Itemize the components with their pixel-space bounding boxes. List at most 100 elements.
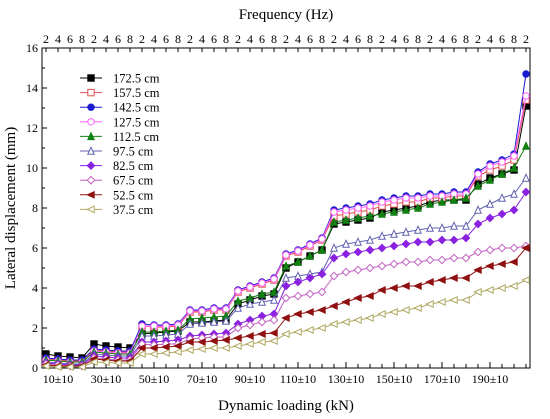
data-point [293,291,303,301]
data-point [365,263,375,273]
data-point [377,261,387,271]
data-point [497,243,507,253]
data-point [401,257,411,267]
x-tick-label: 170±10 [424,372,461,386]
top-tick-label: 6 [115,32,121,46]
data-point [282,273,290,282]
data-point [366,211,374,220]
data-point [426,199,434,208]
top-tick-label: 2 [475,32,481,46]
data-point [113,359,122,367]
x-tick-label: 190±10 [472,372,509,386]
data-point [306,251,314,260]
data-point [486,162,494,170]
y-tick-label: 8 [32,201,38,215]
top-tick-label: 8 [463,32,469,46]
data-point [509,258,518,266]
data-point [437,276,446,284]
data-point [209,344,218,352]
data-point [318,235,326,243]
y-tick-label: 14 [26,81,38,95]
data-point [389,259,399,269]
top-tick-label: 2 [283,32,289,46]
top-tick-label: 8 [367,32,373,46]
data-point [437,298,446,306]
data-point [257,330,266,338]
data-point [413,304,422,312]
data-point [378,198,386,206]
legend-label: 52.5 cm [113,188,154,202]
data-point [282,251,290,259]
data-point [281,330,290,338]
data-point [390,229,398,238]
y-tick-label: 16 [26,41,38,55]
data-point [270,295,278,304]
data-point [305,308,314,316]
y-tick-label: 12 [26,121,38,135]
data-point [282,261,290,270]
data-point [281,314,290,322]
y-axis-title-group: Lateral displacement (mm) [3,127,19,289]
data-point [414,203,422,212]
data-point [425,255,435,265]
top-tick-label: 2 [139,32,145,46]
x-tick-label: 30±10 [91,372,122,386]
data-point [438,223,446,232]
data-point [425,278,434,286]
data-point [317,306,326,314]
data-point [486,175,494,184]
data-point [341,249,351,259]
data-point [521,244,530,252]
data-point [342,239,350,248]
data-point [270,275,278,283]
data-point [281,293,291,303]
data-point [341,318,350,326]
data-point [485,262,494,270]
data-point [509,282,518,290]
data-point [317,287,327,297]
top-axis-title-group: Frequency (Hz) [239,7,334,23]
data-point [294,247,302,255]
top-tick-label: 6 [163,32,169,46]
data-point [497,284,506,292]
series-9 [41,276,530,371]
legend-label: 142.5 cm [113,101,160,115]
data-point [65,363,74,371]
data-point [462,221,470,230]
data-point [305,289,315,299]
data-point [330,208,338,216]
data-point [521,276,530,284]
legend-marker [86,175,96,185]
top-tick-label: 2 [235,32,241,46]
x-tick-label: 150±10 [376,372,413,386]
top-tick-label: 4 [439,32,445,46]
data-point [77,363,86,371]
data-point [366,202,374,210]
data-point [365,292,374,300]
data-point [378,209,386,218]
data-point [401,282,410,290]
legend-marker [86,205,95,214]
data-point [185,346,194,354]
data-point [449,296,458,304]
data-point [342,215,350,224]
data-point [137,344,146,352]
data-point [245,332,254,340]
top-tick-label: 8 [271,32,277,46]
top-tick-label: 2 [379,32,385,46]
legend-label: 112.5 cm [113,130,159,144]
data-point [329,253,339,263]
data-point [365,245,375,255]
data-point [485,286,494,294]
data-point [390,207,398,216]
data-point [198,318,206,327]
data-point [437,235,447,245]
data-point [449,235,459,245]
top-tick-label: 6 [403,32,409,46]
data-point [354,237,362,246]
top-tick-label: 8 [223,32,229,46]
data-point [89,358,98,366]
data-point [341,298,350,306]
data-point [353,316,362,324]
data-point [402,205,410,214]
